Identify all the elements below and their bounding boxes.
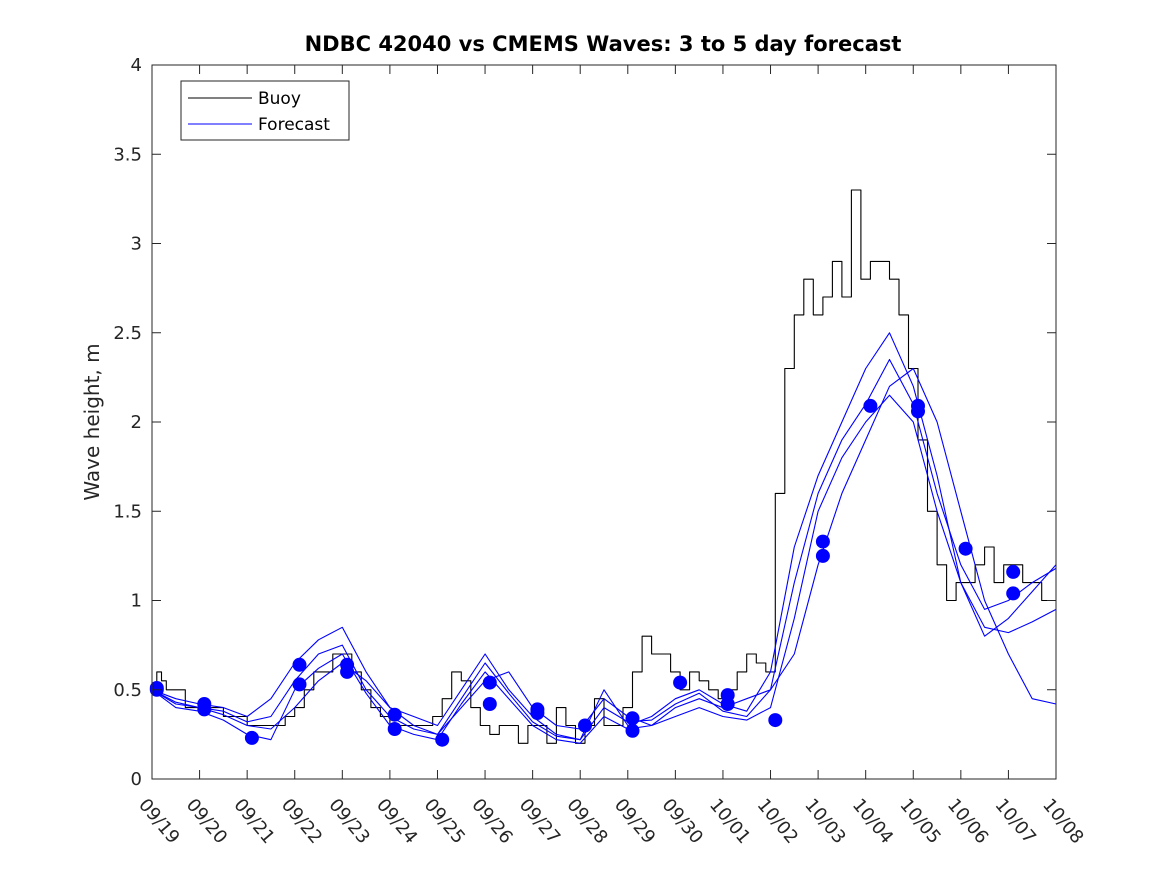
forecast-point <box>340 664 355 679</box>
forecast-point <box>244 730 259 745</box>
series-line-forecast-run-d <box>151 358 1057 741</box>
legend-label-buoy: Buoy <box>258 89 301 109</box>
x-tick-label: 10/04 <box>848 795 897 848</box>
x-tick-label: 09/25 <box>420 795 469 848</box>
y-tick-label: 0 <box>131 769 142 790</box>
x-tick-label: 09/22 <box>277 795 326 848</box>
forecast-point <box>292 657 307 672</box>
y-tick-label: 1 <box>131 591 142 612</box>
x-tick-label: 09/27 <box>515 795 564 848</box>
forecast-point <box>863 398 878 413</box>
forecast-point <box>292 677 307 692</box>
y-tick-label: 0.5 <box>113 680 142 701</box>
x-tick-label: 09/30 <box>658 795 707 848</box>
forecast-point <box>387 722 402 736</box>
forecast-point <box>958 541 973 556</box>
x-tick-label: 09/19 <box>134 795 183 848</box>
y-tick-label: 1.5 <box>113 501 142 522</box>
series-line-forecast-run-b <box>151 332 1057 741</box>
legend-label-forecast: Forecast <box>258 115 330 135</box>
forecast-point <box>482 675 497 690</box>
series-line-forecast-run-a <box>151 367 1057 735</box>
y-tick-label: 2.5 <box>113 323 142 344</box>
forecast-point <box>911 404 925 419</box>
series-layer <box>151 189 1057 744</box>
x-tick-label: 10/07 <box>991 795 1040 848</box>
series-line-buoy <box>152 189 1052 744</box>
legend-box <box>180 80 350 141</box>
forecast-point <box>197 702 212 717</box>
marker-layer <box>149 398 1021 747</box>
forecast-point <box>768 713 783 728</box>
forecast-point <box>625 711 640 726</box>
forecast-point <box>1006 586 1021 601</box>
x-tick-label: 10/02 <box>753 795 802 848</box>
forecast-point <box>625 723 640 738</box>
x-tick-label: 09/26 <box>467 795 516 848</box>
y-axis: 0 0.5 1 1.5 2 2.5 3 3.5 4 <box>113 55 1056 790</box>
x-tick-label: 09/29 <box>610 795 659 848</box>
chart-title: NDBC 42040 vs CMEMS Waves: 3 to 5 day fo… <box>305 32 902 56</box>
forecast-point <box>482 697 497 711</box>
plot-frame <box>151 64 1057 780</box>
y-tick-label: 3 <box>131 234 142 255</box>
forecast-point <box>1006 564 1021 579</box>
x-tick-label: 10/01 <box>705 795 754 848</box>
x-tick-label: 09/21 <box>229 795 278 848</box>
x-tick-label: 09/20 <box>182 795 231 848</box>
forecast-point <box>720 697 735 711</box>
y-tick-label: 2 <box>131 412 142 433</box>
forecast-point <box>435 732 450 747</box>
forecast-point <box>530 706 545 720</box>
x-tick-label: 09/28 <box>562 795 611 848</box>
forecast-point <box>387 707 402 722</box>
x-tick-label: 10/03 <box>800 795 849 848</box>
y-tick-label: 3.5 <box>113 144 142 165</box>
legend: Buoy Forecast <box>180 80 350 141</box>
x-tick-label: 09/23 <box>324 795 373 848</box>
x-tick-label: 10/06 <box>943 795 992 848</box>
x-tick-label: 10/08 <box>1038 795 1087 848</box>
y-tick-label: 4 <box>131 55 142 76</box>
x-tick-label: 10/05 <box>895 795 944 848</box>
x-tick-label: 09/24 <box>372 795 421 848</box>
forecast-point <box>673 675 688 690</box>
x-axis: 09/1909/2009/2109/2209/2309/2409/2509/26… <box>134 65 1088 848</box>
y-axis-label: Wave height, m <box>80 343 104 500</box>
forecast-point <box>578 718 592 733</box>
forecast-point <box>815 534 830 549</box>
forecast-point <box>815 548 830 563</box>
